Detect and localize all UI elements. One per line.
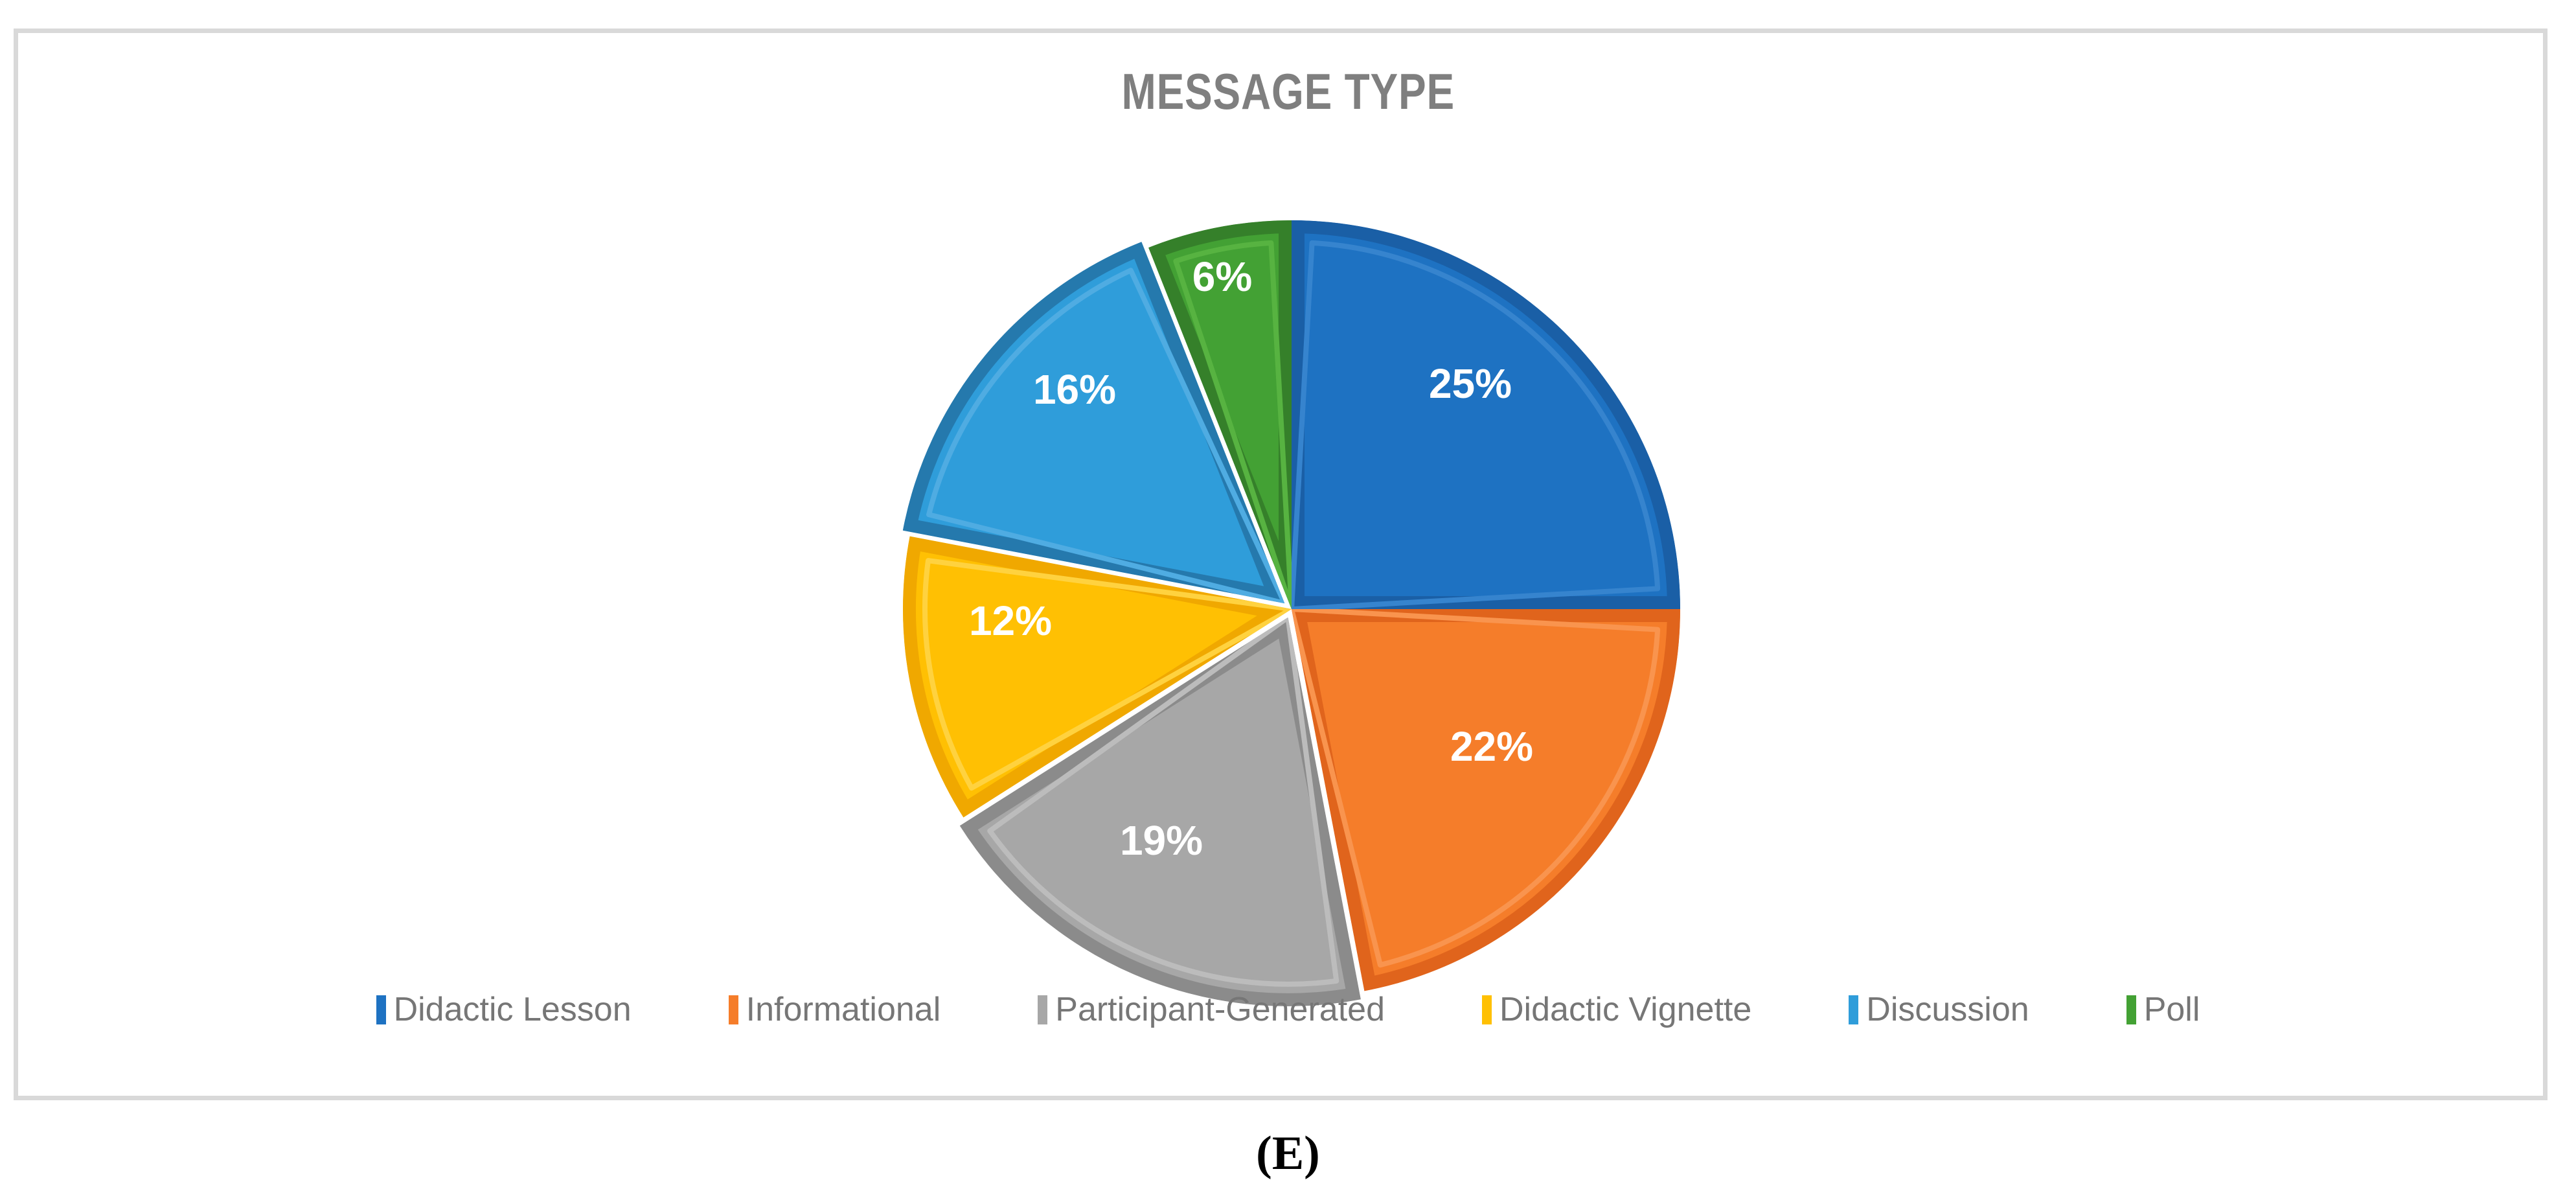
panel-label: (E): [1256, 1127, 1320, 1180]
legend-label-discussion: Discussion: [1866, 991, 2029, 1028]
legend-item-didactic-vignette: Didactic Vignette: [1482, 993, 1751, 1026]
slice-label-informational: 22%: [1450, 723, 1533, 770]
chart-title: MESSAGE TYPE: [0, 62, 2576, 121]
slice-label-didactic-vignette: 12%: [969, 597, 1052, 644]
slice-label-discussion: 16%: [1033, 366, 1116, 413]
legend-label-didactic-lesson: Didactic Lesson: [393, 991, 632, 1028]
legend-swatch-didactic-lesson: [376, 995, 386, 1024]
pie-slice-didactic-vignette: [903, 536, 1292, 818]
legend-label-participant-generated: Participant-Generated: [1055, 991, 1385, 1028]
legend-label-didactic-vignette: Didactic Vignette: [1499, 991, 1752, 1028]
pie-slice-discussion: [902, 242, 1285, 604]
legend-swatch-informational: [728, 995, 738, 1024]
legend-swatch-discussion: [1849, 995, 1859, 1024]
slice-label-participant-generated: 19%: [1120, 817, 1203, 864]
legend-item-discussion: Discussion: [1849, 993, 2029, 1026]
chart-legend: Didactic Lesson Informational Participant-…: [26, 993, 2550, 1026]
legend-swatch-participant-generated: [1038, 995, 1048, 1024]
legend-swatch-poll: [2126, 995, 2136, 1024]
legend-label-poll: Poll: [2143, 991, 2200, 1028]
legend-swatch-didactic-vignette: [1482, 995, 1492, 1024]
pie-slice-informational: [1292, 609, 1680, 991]
chart-title-text: MESSAGE TYPE: [1121, 63, 1455, 120]
slice-label-didactic-lesson: 25%: [1429, 360, 1512, 407]
pie-slice-didactic-lesson: [1292, 220, 1680, 609]
pie-slice-poll: [1148, 220, 1292, 609]
legend-item-didactic-lesson: Didactic Lesson: [376, 993, 632, 1026]
legend-item-participant-generated: Participant-Generated: [1038, 993, 1385, 1026]
legend-label-informational: Informational: [746, 991, 941, 1028]
slice-label-poll: 6%: [1192, 253, 1253, 300]
legend-item-poll: Poll: [2126, 993, 2200, 1026]
legend-item-informational: Informational: [728, 991, 941, 1028]
pie-slice-participant-generated: [959, 617, 1361, 1006]
